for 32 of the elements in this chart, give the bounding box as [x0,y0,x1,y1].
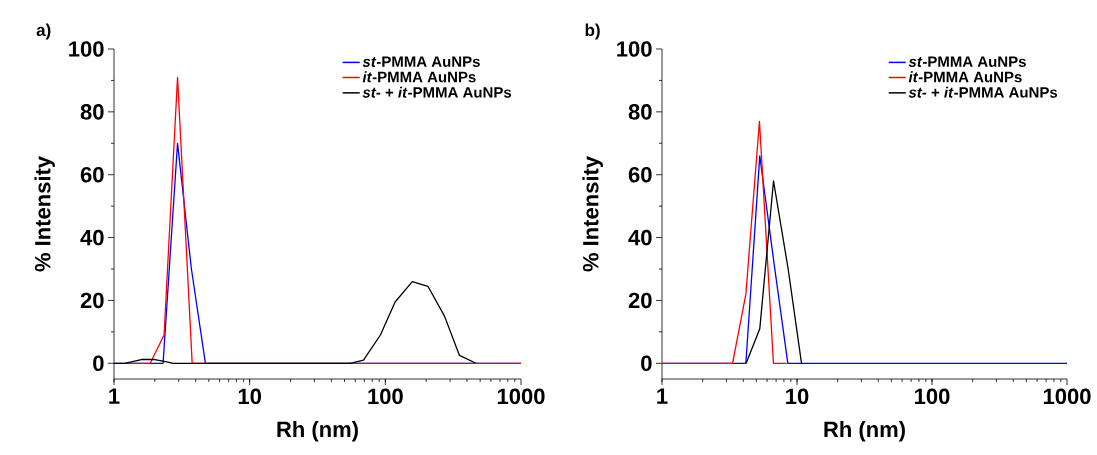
y-tick-label: 0 [641,355,652,372]
x-tick-label: 1 [657,388,668,404]
legend-label: st- + it-PMMA AuNPs [908,86,1058,98]
chart-title: a) [36,23,51,40]
y-tick-label: 80 [628,104,652,120]
y-axis-title: % Intensity [582,156,603,272]
y-tick-label: 40 [80,229,104,246]
x-tick-label: 1000 [497,388,545,405]
y-tick-label: 60 [628,166,652,183]
x-tick-label: 1 [109,388,120,404]
x-axis-title: Rh (nm) [277,420,358,442]
x-tick-label: 100 [368,388,403,405]
x-tick-label: 10 [238,388,262,405]
x-tick-label: 100 [915,388,950,405]
legend-label: it-PMMA AuNPs [362,71,476,83]
legend-label: st-PMMA AuNPs [908,56,1026,67]
y-tick-label: 60 [80,166,104,183]
legend-label: it-PMMA AuNPs [908,71,1022,83]
y-tick-label: 40 [628,229,652,246]
x-tick-label: 1000 [1043,388,1091,405]
x-axis-title: Rh (nm) [824,420,905,442]
y-axis-title: % Intensity [34,156,55,272]
y-tick-label: 80 [80,104,104,120]
y-tick-label: 20 [80,292,104,309]
y-tick-label: 100 [69,41,104,57]
y-tick-label: 0 [93,355,104,372]
x-tick-label: 10 [786,388,809,405]
chart-title: b) [585,23,600,40]
legend-label: st-PMMA AuNPs [362,56,480,67]
y-tick-label: 20 [628,292,652,309]
y-tick-label: 100 [617,41,652,57]
legend-label: st- + it-PMMA AuNPs [362,86,512,98]
